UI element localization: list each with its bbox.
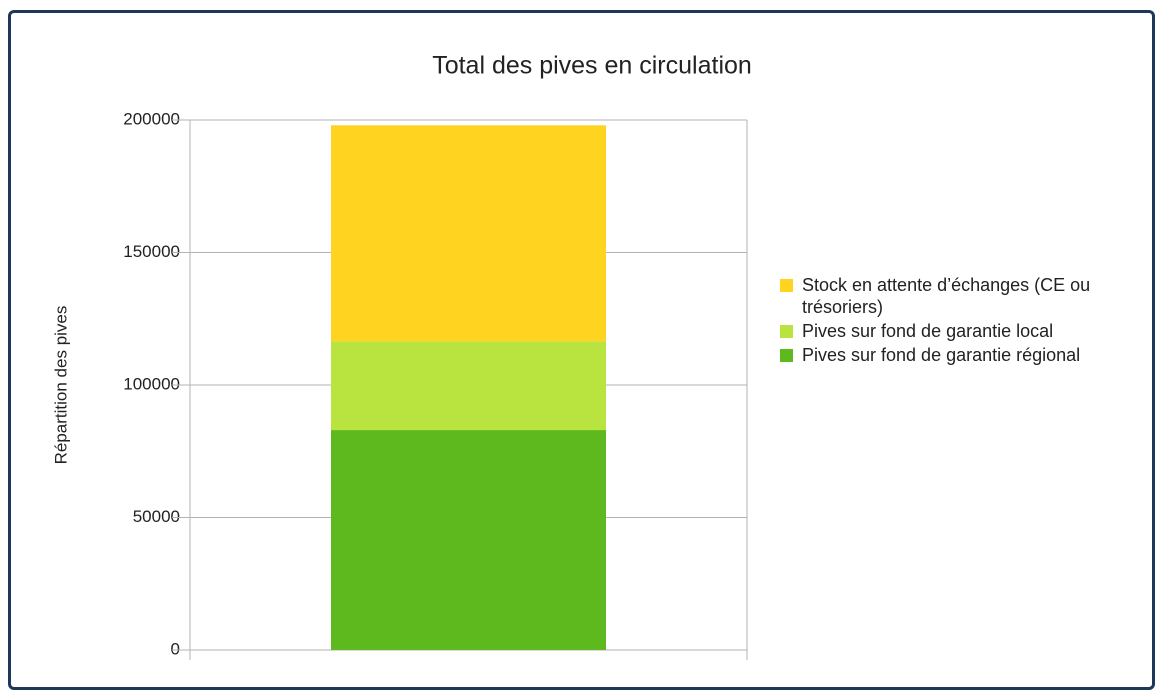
legend-item: Pives sur fond de garantie régional [780, 344, 1150, 366]
y-tick-label: 0 [171, 639, 180, 658]
legend-swatch [780, 279, 793, 292]
y-tick-label: 100000 [123, 374, 180, 393]
bar-segment [331, 341, 606, 431]
legend-label: Stock en attente d’échanges (CE ou tréso… [802, 275, 1091, 317]
y-tick-label: 200000 [123, 109, 180, 128]
legend-item: Stock en attente d’échanges (CE ou tréso… [780, 274, 1150, 318]
legend-swatch [780, 325, 793, 338]
bar-segment [331, 430, 606, 650]
bar-segment [331, 125, 606, 342]
y-tick-label: 150000 [123, 242, 180, 261]
legend-item: Pives sur fond de garantie local [780, 320, 1150, 342]
legend-label: Pives sur fond de garantie régional [802, 345, 1081, 365]
legend-swatch [780, 349, 793, 362]
chart-title: Total des pives en circulation [432, 52, 752, 80]
page: {"chart_data": {"type": "bar", "stacked"… [8, 10, 1155, 690]
y-axis-title: Répartition des pives [51, 306, 70, 465]
y-tick-label: 50000 [133, 507, 180, 526]
legend-label: Pives sur fond de garantie local [802, 321, 1054, 341]
legend: Stock en attente d’échanges (CE ou tréso… [780, 274, 1150, 368]
chart: Total des pives en circulation Répartiti… [51, 52, 752, 660]
